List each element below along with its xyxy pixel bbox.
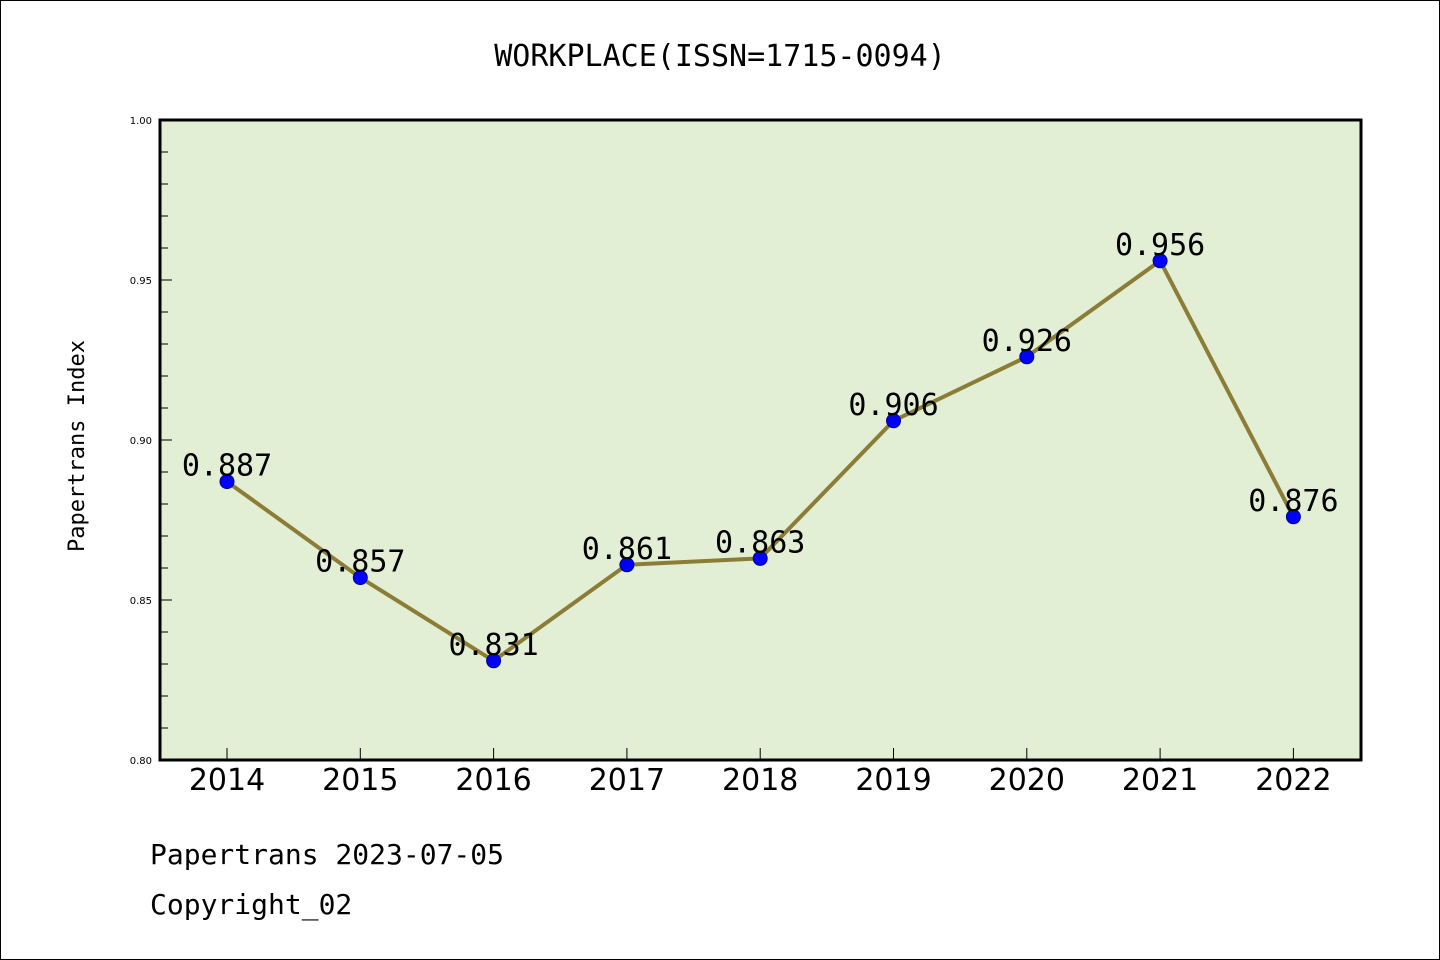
data-label: 0.956 xyxy=(1115,228,1205,263)
y-tick-label: 1.00 xyxy=(130,116,152,127)
data-point xyxy=(886,413,901,429)
y-tick-label: 0.85 xyxy=(130,596,152,607)
data-label: 0.926 xyxy=(982,324,1072,359)
data-point xyxy=(486,653,502,669)
data-point xyxy=(619,557,635,573)
data-label: 0.863 xyxy=(715,525,805,560)
y-axis-label: Papertrans Index xyxy=(65,340,90,552)
x-axis: 2014 2015 2016 2017 2018 2019 2020 2021 2022 xyxy=(189,748,1332,798)
x-tick-label: 2019 xyxy=(855,763,931,798)
data-point xyxy=(1152,253,1168,269)
y-axis: 0.80 0.85 0.90 0.95 1.00 xyxy=(130,116,172,767)
data-label: 0.906 xyxy=(848,388,938,423)
footer-copyright: Copyright_02 xyxy=(150,888,352,922)
data-point xyxy=(1285,509,1301,525)
x-tick-label: 2017 xyxy=(589,763,665,798)
x-tick-label: 2018 xyxy=(722,763,798,798)
x-tick-label: 2021 xyxy=(1122,763,1198,798)
plot-area xyxy=(158,118,1363,762)
x-tick-label: 2015 xyxy=(322,763,398,798)
data-label: 0.831 xyxy=(448,628,538,663)
data-label: 0.857 xyxy=(315,545,405,580)
y-tick-label: 0.95 xyxy=(130,276,152,287)
x-tick-label: 2016 xyxy=(455,763,531,798)
chart-title: WORKPLACE(ISSN=1715-0094) xyxy=(494,39,946,74)
data-label: 0.876 xyxy=(1248,484,1338,519)
data-label: 0.861 xyxy=(582,532,672,567)
x-tick-label: 2014 xyxy=(189,763,265,798)
y-tick-label: 0.90 xyxy=(130,436,152,447)
data-labels: 0.887 0.857 0.831 0.861 0.863 0.906 0.926 0.956… xyxy=(182,228,1339,663)
data-point xyxy=(352,570,368,586)
data-point xyxy=(219,474,235,490)
y-tick-label: 0.80 xyxy=(130,756,152,767)
data-label: 0.887 xyxy=(182,449,272,484)
x-tick-label: 2022 xyxy=(1255,763,1331,798)
data-point xyxy=(752,550,768,566)
data-point xyxy=(1019,349,1035,365)
x-tick-label: 2020 xyxy=(989,763,1065,798)
data-series xyxy=(219,253,1301,669)
footer-date: Papertrans 2023-07-05 xyxy=(150,838,504,871)
